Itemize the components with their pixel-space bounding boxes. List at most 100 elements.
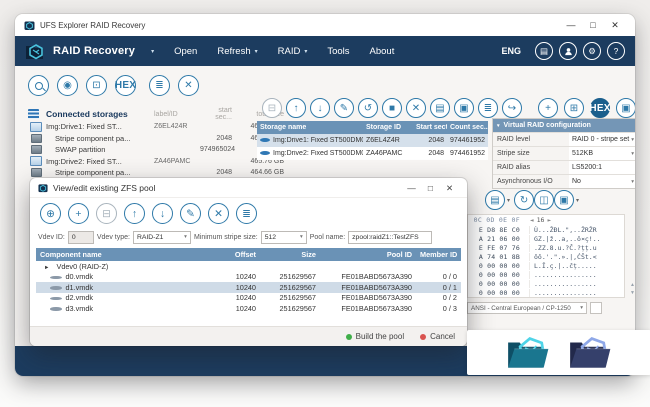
raid-config-header[interactable]: ▾ Virtual RAID configuration — [493, 119, 635, 132]
raid-config-row[interactable]: Asynchronous I/O No ▾ — [493, 174, 635, 188]
storage-col-header[interactable]: Storage name — [260, 124, 307, 131]
storage-row[interactable]: Img:Drive2: Fixed ST500DM00...ZA46PAMC 20… — [257, 147, 488, 160]
component-row[interactable]: d3.vmdk 10240 251629567 FE01BABD5673A390 0 /… — [36, 303, 461, 314]
minimize-button[interactable]: — — [566, 20, 576, 30]
menu-item-refresh[interactable]: Refresh — [217, 45, 251, 57]
hex-row[interactable]: E FE 07 76 .ZZ.8.u.?Č.?țț.u — [468, 243, 624, 252]
layers-icon[interactable]: ≣ — [478, 98, 498, 118]
hex-row[interactable]: 0 00 00 00 L.Î.ç.|..ĉț..... — [468, 261, 624, 270]
adjust-icon[interactable]: ⊞ — [564, 98, 584, 118]
tree-row[interactable]: Img:Drive1: Fixed ST...Z6EL424R465.76 GB — [28, 121, 284, 133]
remove-icon[interactable]: ✕ — [208, 203, 229, 224]
hex-status-box[interactable] — [590, 302, 602, 314]
vdev-type-select[interactable]: RAID-Z1 ▾ — [132, 230, 191, 244]
close-storage-icon[interactable]: ✕ — [178, 75, 199, 96]
raid-config-row[interactable]: RAID alias LS5200:1 — [493, 160, 635, 174]
encoding-select[interactable]: ANSI - Central European / CP-1250 ▾ — [467, 302, 587, 314]
span-icon[interactable]: ⊟ — [96, 203, 117, 224]
add-component-icon[interactable]: + — [68, 203, 89, 224]
save-config-icon[interactable]: ▣ — [616, 98, 635, 118]
scroll-down-icon[interactable]: ▼ — [630, 290, 635, 296]
export-icon[interactable]: ↪ — [502, 98, 522, 118]
hex-row[interactable]: A 21 06 00 GZ.|ž..a,..ô¤ç!.. — [468, 234, 624, 243]
columns-icon[interactable]: ◫ — [534, 190, 555, 210]
hex-scrollbar[interactable]: ▲ ▼ — [628, 226, 635, 296]
dialog-maximize-button[interactable]: □ — [427, 182, 434, 193]
dialog-close-button[interactable]: ✕ — [445, 182, 454, 193]
components-col-header[interactable]: Component name — [40, 250, 102, 259]
tree-row[interactable]: Img:Drive2: Fixed ST... ZA46PAMC 465.76 GB — [28, 156, 284, 168]
close-button[interactable]: ✕ — [611, 20, 619, 30]
components-col-header[interactable]: Pool ID — [386, 250, 412, 259]
undo-icon[interactable]: ↺ — [358, 98, 378, 118]
save-dump-icon[interactable]: ▣ — [554, 190, 575, 210]
pool-name-field[interactable]: zpool:raidZ1::TestZFS — [348, 230, 433, 244]
scroll-up-icon[interactable]: ▲ — [630, 282, 635, 288]
open-window-icon[interactable]: ⊡ — [86, 75, 107, 96]
edit-icon[interactable]: ✎ — [180, 203, 201, 224]
raid-config-row[interactable]: Stripe size 512KB ▾ — [493, 146, 635, 160]
chevron-down-icon[interactable]: ▾ — [151, 48, 155, 55]
keyboard-icon[interactable]: ▤ — [535, 42, 553, 60]
component-row[interactable]: d0.vmdk 10240 251629567 FE01BABD5673A390 0 /… — [36, 271, 461, 282]
edit-icon[interactable]: ✎ — [334, 98, 354, 118]
search-icon[interactable] — [28, 75, 49, 96]
raid-config-row[interactable]: RAID level RAID 0 - stripe set ▾ — [493, 132, 635, 146]
move-down-icon[interactable]: ↓ — [152, 203, 173, 224]
storage-row[interactable]: Img:Drive1: Fixed ST500DM00...Z6EL4Z4R 20… — [257, 134, 488, 147]
raid-config-value[interactable]: 512KB ▾ — [569, 150, 635, 157]
raid-config-value[interactable]: LS5200:1 — [569, 164, 635, 171]
add-vdev-icon[interactable]: ⊕ — [40, 203, 61, 224]
component-row[interactable]: d1.vmdk 10240 251629567 FE01BABD5673A390 0 /… — [36, 282, 461, 293]
refresh-icon[interactable]: ↻ — [514, 190, 535, 210]
chevron-down-icon[interactable]: ▾ — [304, 48, 308, 55]
hex-mode-icon[interactable]: HEX — [589, 98, 610, 118]
storage-col-header[interactable]: Storage ID — [366, 124, 402, 131]
build-pool-button[interactable]: Build the pool — [345, 332, 404, 341]
pager-right-icon[interactable]: ► — [547, 216, 552, 224]
hex-row[interactable]: A 74 01 8B ôô.'.".».|,ĆŠt.< — [468, 252, 624, 261]
menu-item-raid[interactable]: RAID — [277, 45, 301, 57]
chevron-down-icon[interactable]: ▾ — [576, 197, 580, 204]
menu-item-open[interactable]: Open — [174, 45, 198, 57]
copy-icon[interactable]: ▤ — [485, 190, 505, 210]
maximize-button[interactable]: □ — [590, 20, 596, 30]
language-selector[interactable]: ENG — [501, 46, 521, 56]
stop-icon[interactable]: ■ — [382, 98, 402, 118]
hex-pager[interactable]: ◄ 16 ► — [530, 216, 551, 224]
menu-item-tools[interactable]: Tools — [327, 45, 350, 57]
move-up-icon[interactable]: ↑ — [124, 203, 145, 224]
add-icon[interactable]: + — [538, 98, 558, 118]
hex-row[interactable]: E D8 8E C0 Ù...ŽÐL.",..ŽRŽR — [468, 225, 624, 234]
storage-col-header[interactable]: Count sec... — [450, 124, 488, 131]
stripe-size-select[interactable]: 512 ▾ — [260, 230, 307, 244]
dialog-minimize-button[interactable]: — — [407, 182, 416, 193]
hex-row[interactable]: 0 00 00 00................ — [468, 288, 624, 297]
move-up-icon[interactable]: ↑ — [286, 98, 306, 118]
chevron-down-icon[interactable]: ▾ — [254, 48, 258, 55]
hex-row[interactable]: 0 00 00 00................ — [468, 279, 624, 288]
component-row[interactable]: d2.vmdk 10240 251629567 FE01BABD5673A390 0 /… — [36, 292, 461, 303]
user-icon[interactable] — [559, 42, 577, 60]
hex-row[interactable]: 0 00 00 00................ — [468, 270, 624, 279]
properties-list-icon[interactable]: ≣ — [149, 75, 170, 96]
raid-config-value[interactable]: RAID 0 - stripe set ▾ — [569, 136, 635, 143]
components-col-header[interactable]: Offset — [234, 250, 256, 259]
vdev-id-field[interactable]: 0 — [67, 230, 94, 244]
storage-col-header[interactable]: Start sect... — [416, 124, 447, 131]
remove-icon[interactable]: ✕ — [406, 98, 426, 118]
cancel-button[interactable]: Cancel — [420, 332, 455, 341]
pager-left-icon[interactable]: ◄ — [530, 216, 534, 224]
help-icon[interactable]: ? — [607, 42, 625, 60]
save-icon[interactable]: ▣ — [454, 98, 474, 118]
disk-scan-icon[interactable]: ◉ — [57, 75, 78, 96]
components-col-header[interactable]: Size — [301, 250, 316, 259]
pool-layers-icon[interactable]: ≣ — [236, 203, 257, 224]
chevron-down-icon[interactable]: ▾ — [507, 197, 511, 204]
open-folder-icon[interactable]: ▤ — [430, 98, 450, 118]
menu-item-about[interactable]: About — [369, 45, 395, 57]
hex-view-icon[interactable]: HEX — [115, 75, 136, 96]
hex-grid[interactable]: 0C 0D 0E 0F ◄ 16 ► E D8 8E C0 Ù...ŽÐL.",.… — [467, 214, 625, 298]
